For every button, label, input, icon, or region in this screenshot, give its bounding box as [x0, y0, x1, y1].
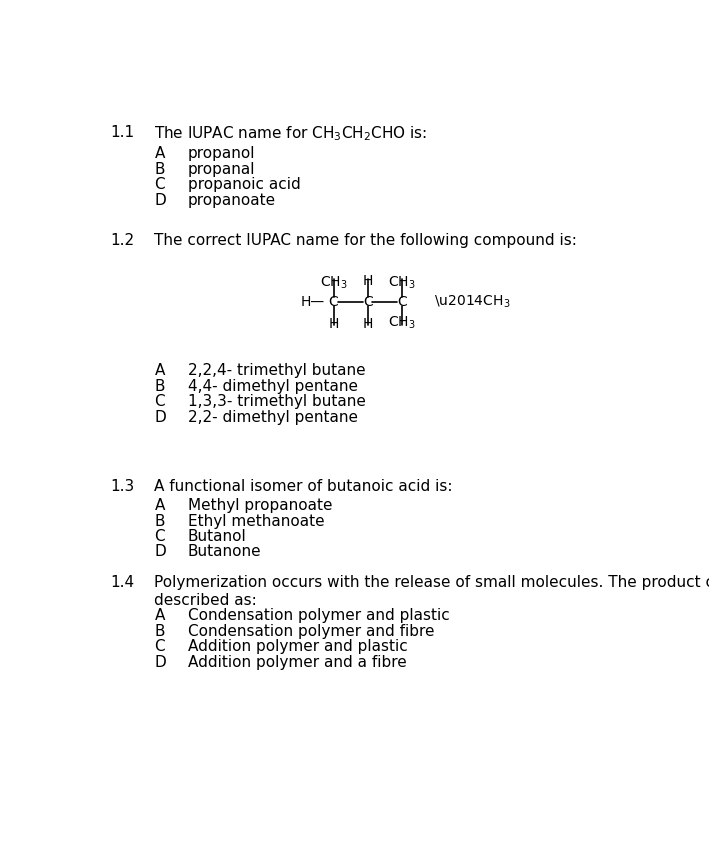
Text: D: D [155, 410, 166, 424]
Text: C: C [155, 639, 165, 654]
Text: $\mathregular{CH_3}$: $\mathregular{CH_3}$ [388, 315, 415, 331]
Text: C: C [155, 529, 165, 544]
Text: H: H [362, 274, 373, 288]
Text: Ethyl methanoate: Ethyl methanoate [188, 513, 325, 529]
Text: 4,4- dimethyl pentane: 4,4- dimethyl pentane [188, 379, 358, 394]
Text: Butanone: Butanone [188, 545, 262, 559]
Text: D: D [155, 192, 166, 208]
Text: propanol: propanol [188, 147, 255, 161]
Text: 1.1: 1.1 [111, 125, 135, 140]
Text: Condensation polymer and plastic: Condensation polymer and plastic [188, 608, 450, 623]
Text: C: C [155, 394, 165, 409]
Text: \u2014$\mathregular{CH_3}$: \u2014$\mathregular{CH_3}$ [435, 294, 510, 310]
Text: propanoic acid: propanoic acid [188, 177, 301, 192]
Text: A functional isomer of butanoic acid is:: A functional isomer of butanoic acid is: [155, 479, 453, 494]
Text: 1.3: 1.3 [111, 479, 135, 494]
Text: 1.2: 1.2 [111, 233, 135, 247]
Text: C: C [397, 295, 406, 309]
Text: B: B [155, 513, 165, 529]
Text: 2,2,4- trimethyl butane: 2,2,4- trimethyl butane [188, 363, 365, 379]
Text: Addition polymer and plastic: Addition polymer and plastic [188, 639, 408, 654]
Text: H: H [328, 317, 339, 331]
Text: H—: H— [301, 295, 325, 309]
Text: C: C [329, 295, 338, 309]
Text: Methyl propanoate: Methyl propanoate [188, 498, 333, 513]
Text: A: A [155, 498, 165, 513]
Text: B: B [155, 379, 165, 394]
Text: C: C [155, 177, 165, 192]
Text: 2,2- dimethyl pentane: 2,2- dimethyl pentane [188, 410, 358, 424]
Text: A: A [155, 363, 165, 379]
Text: D: D [155, 545, 166, 559]
Text: propanal: propanal [188, 162, 255, 177]
Text: The IUPAC name for $\mathregular{CH_3CH_2CHO}$ is:: The IUPAC name for $\mathregular{CH_3CH_… [155, 125, 428, 143]
Text: B: B [155, 623, 165, 639]
Text: $\mathregular{CH_3}$: $\mathregular{CH_3}$ [388, 274, 415, 291]
Text: B: B [155, 162, 165, 177]
Text: 1,3,3- trimethyl butane: 1,3,3- trimethyl butane [188, 394, 366, 409]
Text: 1.4: 1.4 [111, 575, 135, 590]
Text: D: D [155, 655, 166, 669]
Text: H: H [362, 317, 373, 331]
Text: A: A [155, 147, 165, 161]
Text: Butanol: Butanol [188, 529, 247, 544]
Text: Condensation polymer and fibre: Condensation polymer and fibre [188, 623, 435, 639]
Text: Addition polymer and a fibre: Addition polymer and a fibre [188, 655, 406, 669]
Text: Polymerization occurs with the release of small molecules. The product can be
de: Polymerization occurs with the release o… [155, 575, 709, 607]
Text: C: C [363, 295, 372, 309]
Text: propanoate: propanoate [188, 192, 276, 208]
Text: $\mathregular{CH_3}$: $\mathregular{CH_3}$ [320, 274, 347, 291]
Text: A: A [155, 608, 165, 623]
Text: The correct IUPAC name for the following compound is:: The correct IUPAC name for the following… [155, 233, 577, 247]
